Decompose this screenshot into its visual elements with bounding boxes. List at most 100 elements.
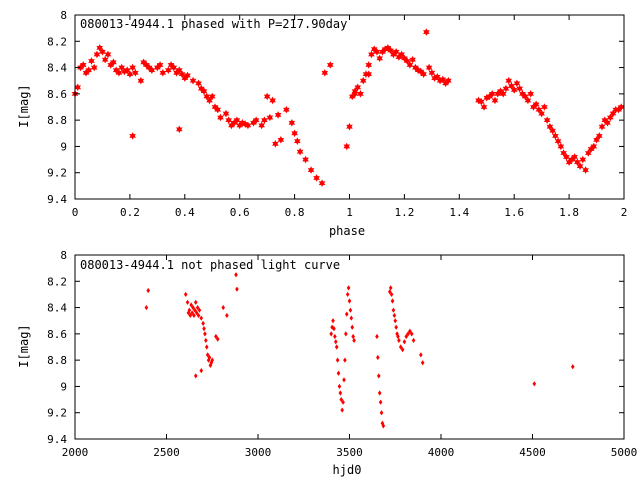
data-point: [347, 298, 352, 304]
data-point: [362, 70, 370, 78]
data-point: [203, 92, 211, 101]
data-point: [579, 155, 587, 164]
data-point: [307, 166, 315, 174]
data-point: [420, 360, 425, 366]
data-point: [434, 72, 441, 81]
data-point: [112, 66, 120, 74]
data-point: [266, 113, 274, 122]
unphased-y-axis-label: I[mag]: [17, 324, 31, 367]
data-point: [291, 129, 298, 138]
data-point: [497, 87, 504, 96]
unphased-x-tick-label: 2000: [62, 446, 89, 459]
data-point: [397, 337, 401, 344]
data-point: [211, 103, 219, 111]
data-point: [395, 331, 399, 337]
data-point: [331, 318, 335, 324]
phased-x-tick-label: 0.4: [175, 206, 195, 219]
unphased-x-axis-label: hjd0: [333, 463, 362, 477]
data-point: [576, 162, 584, 170]
data-point: [183, 291, 188, 298]
data-point: [101, 55, 109, 64]
phased-y-tick-label: 8.4: [47, 62, 67, 75]
data-point: [194, 310, 199, 316]
phased-y-tick-label: 8.6: [47, 88, 67, 101]
phased-light-curve-points: [71, 28, 625, 188]
data-point: [480, 103, 488, 111]
data-point: [408, 328, 412, 334]
data-point: [376, 54, 383, 63]
data-point: [258, 121, 265, 130]
data-point: [186, 310, 191, 316]
data-point: [346, 122, 353, 131]
data-point: [197, 84, 205, 93]
data-point: [491, 96, 499, 105]
unphased-x-tick-label: 4500: [519, 446, 546, 459]
data-point: [143, 61, 150, 69]
data-point: [204, 337, 208, 344]
data-point: [208, 92, 216, 101]
data-point: [378, 399, 383, 405]
data-point: [393, 318, 398, 324]
phased-x-tick-label: 1.8: [559, 206, 579, 219]
data-point: [274, 111, 282, 119]
data-point: [200, 87, 208, 96]
data-point: [350, 324, 355, 330]
data-point: [146, 287, 150, 294]
data-point: [190, 310, 194, 316]
data-point: [532, 100, 540, 109]
data-point: [206, 357, 211, 363]
data-point: [554, 137, 562, 145]
data-point: [593, 136, 600, 144]
data-point: [587, 145, 595, 153]
data-point: [411, 337, 416, 344]
data-point: [617, 103, 625, 111]
data-point: [313, 174, 320, 182]
data-point: [344, 331, 348, 337]
phased-x-tick-label: 1.2: [394, 206, 414, 219]
data-point: [419, 352, 423, 358]
data-point: [199, 315, 204, 321]
data-point: [409, 55, 416, 64]
data-point: [546, 122, 554, 131]
phased-y-tick-label: 8: [60, 9, 67, 22]
data-point: [391, 307, 396, 313]
data-point: [222, 109, 230, 118]
unphased-x-tick-label: 5000: [611, 446, 638, 459]
data-point: [365, 61, 373, 69]
unphased-y-tick-label: 9.2: [47, 407, 67, 420]
phased-x-tick-label: 0.8: [285, 206, 305, 219]
data-point: [387, 289, 392, 295]
unphased-y-tick-label: 9: [60, 380, 67, 393]
data-point: [221, 304, 226, 311]
data-point: [357, 90, 364, 98]
data-point: [585, 149, 592, 157]
data-point: [230, 118, 238, 127]
data-point: [425, 63, 433, 72]
data-point: [535, 105, 543, 114]
phased-x-tick-label: 1.4: [449, 206, 469, 219]
data-point: [379, 48, 386, 56]
data-point: [145, 63, 153, 72]
data-point: [527, 90, 534, 98]
data-point: [233, 116, 241, 124]
data-point: [488, 90, 496, 98]
data-point: [191, 304, 195, 311]
unphased-y-tick-label: 8: [60, 249, 67, 262]
data-point: [333, 333, 337, 340]
data-point: [370, 45, 378, 53]
data-point: [505, 76, 512, 85]
data-point: [156, 61, 164, 69]
data-point: [189, 76, 197, 85]
data-point: [195, 79, 202, 88]
data-point: [332, 326, 336, 332]
data-point: [207, 354, 212, 361]
data-point: [235, 286, 239, 292]
data-point: [477, 97, 485, 106]
data-point: [334, 344, 339, 350]
data-point: [176, 125, 183, 134]
data-point: [486, 92, 493, 101]
data-point: [513, 79, 521, 88]
data-point: [395, 53, 403, 61]
data-point: [203, 331, 207, 337]
